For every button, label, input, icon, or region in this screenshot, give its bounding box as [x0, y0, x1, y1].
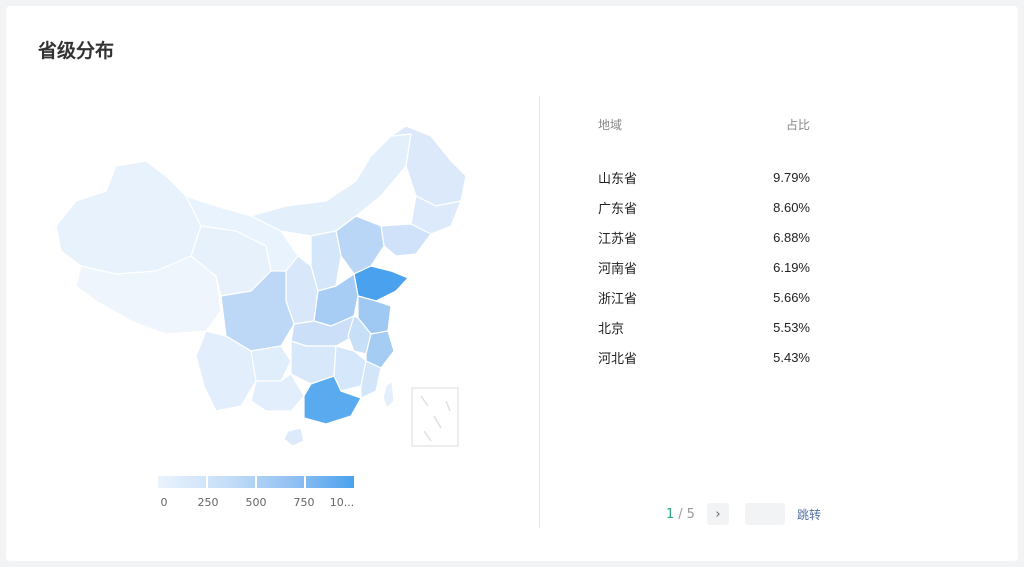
region-xinjiang[interactable]	[55, 160, 202, 275]
cell-region: 浙江省	[598, 291, 638, 307]
content-card: 省级分布	[6, 6, 1018, 561]
table-body: 山东省 9.79% 广东省 8.60% 江苏省 6.88% 河南省 6.19% …	[598, 162, 810, 372]
region-fujian[interactable]	[360, 360, 382, 399]
pagination-total-pages: 5	[686, 506, 695, 522]
region-hebei[interactable]	[335, 215, 385, 275]
pagination-separator: /	[678, 506, 683, 522]
pagination-current-page: 1	[666, 506, 675, 522]
table-row: 广东省 8.60%	[598, 192, 810, 222]
cell-share: 5.53%	[773, 319, 810, 335]
legend-tick	[255, 476, 257, 488]
table-row: 浙江省 5.66%	[598, 282, 810, 312]
china-map[interactable]	[36, 106, 506, 466]
china-map-svg	[55, 125, 467, 447]
legend-label: 250	[197, 496, 219, 509]
cell-region: 江苏省	[598, 231, 638, 247]
legend-tick	[304, 476, 306, 488]
region-share-table: 地域 占比 山东省 9.79% 广东省 8.60% 江苏省 6.88% 河南省 …	[598, 116, 810, 372]
legend-label: 0	[160, 496, 168, 509]
region-guangdong[interactable]	[303, 375, 362, 425]
header-share: 占比	[785, 118, 810, 132]
south-china-sea-islands	[420, 395, 451, 442]
region-tibet[interactable]	[75, 255, 222, 335]
table-row: 河北省 5.43%	[598, 342, 810, 372]
cell-share: 9.79%	[773, 169, 810, 185]
south-china-sea-inset	[411, 387, 459, 447]
table-row: 山东省 9.79%	[598, 162, 810, 192]
cell-region: 山东省	[598, 171, 638, 187]
region-guangxi[interactable]	[250, 373, 305, 412]
legend-label: 750	[293, 496, 315, 509]
vertical-divider	[539, 96, 540, 528]
region-guizhou[interactable]	[250, 345, 292, 382]
chevron-right-icon: ›	[715, 506, 721, 522]
cell-region: 广东省	[598, 201, 638, 217]
cell-region: 北京	[598, 321, 625, 337]
region-hainan[interactable]	[283, 427, 305, 447]
pagination: 1 / 5 › 跳转	[666, 502, 821, 526]
header-region: 地域	[598, 118, 623, 132]
table-row: 河南省 6.19%	[598, 252, 810, 282]
table-header: 地域 占比	[598, 116, 810, 138]
region-taiwan[interactable]	[382, 380, 395, 409]
table-row: 北京 5.53%	[598, 312, 810, 342]
cell-share: 6.88%	[773, 229, 810, 245]
page-jump-input[interactable]	[744, 503, 785, 525]
cell-region: 河北省	[598, 351, 638, 367]
region-yunnan[interactable]	[195, 330, 257, 412]
table-row: 江苏省 6.88%	[598, 222, 810, 252]
page-title: 省级分布	[38, 40, 115, 62]
cell-share: 6.19%	[773, 259, 810, 275]
region-inner-mongolia[interactable]	[250, 133, 412, 237]
cell-share: 5.66%	[773, 289, 810, 305]
page-jump-button[interactable]: 跳转	[796, 507, 821, 522]
cell-region: 河南省	[598, 261, 638, 277]
map-legend: 0 250 500 750 10...	[158, 476, 354, 516]
cell-share: 8.60%	[773, 199, 810, 215]
legend-tick	[206, 476, 208, 488]
legend-label: 500	[245, 496, 267, 509]
cell-share: 5.43%	[773, 349, 810, 365]
region-shandong[interactable]	[353, 265, 409, 302]
next-page-button[interactable]: ›	[706, 503, 729, 525]
legend-label: 10...	[329, 496, 355, 509]
